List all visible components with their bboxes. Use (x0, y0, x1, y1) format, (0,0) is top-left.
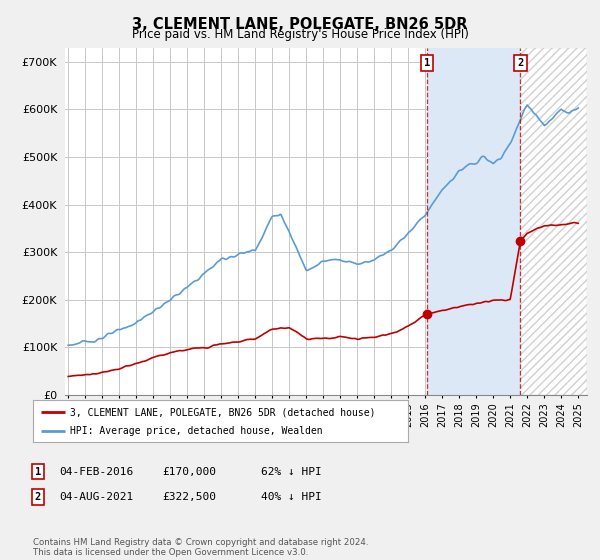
Text: HPI: Average price, detached house, Wealden: HPI: Average price, detached house, Weal… (71, 426, 323, 436)
Text: 3, CLEMENT LANE, POLEGATE, BN26 5DR: 3, CLEMENT LANE, POLEGATE, BN26 5DR (132, 17, 468, 32)
Text: Contains HM Land Registry data © Crown copyright and database right 2024.
This d: Contains HM Land Registry data © Crown c… (33, 538, 368, 557)
Bar (520, 48, 587, 395)
Bar (427, 48, 520, 395)
Text: 62% ↓ HPI: 62% ↓ HPI (261, 466, 322, 477)
Text: 04-FEB-2016: 04-FEB-2016 (59, 466, 133, 477)
Bar (520, 48, 587, 395)
Text: £170,000: £170,000 (162, 466, 216, 477)
Text: 1: 1 (35, 466, 41, 477)
Text: 2: 2 (35, 492, 41, 502)
Text: £322,500: £322,500 (162, 492, 216, 502)
Text: 04-AUG-2021: 04-AUG-2021 (59, 492, 133, 502)
Text: Price paid vs. HM Land Registry's House Price Index (HPI): Price paid vs. HM Land Registry's House … (131, 28, 469, 41)
Text: 3, CLEMENT LANE, POLEGATE, BN26 5DR (detached house): 3, CLEMENT LANE, POLEGATE, BN26 5DR (det… (71, 407, 376, 417)
Text: 2: 2 (517, 58, 523, 68)
Text: 1: 1 (424, 58, 430, 68)
Text: 40% ↓ HPI: 40% ↓ HPI (261, 492, 322, 502)
